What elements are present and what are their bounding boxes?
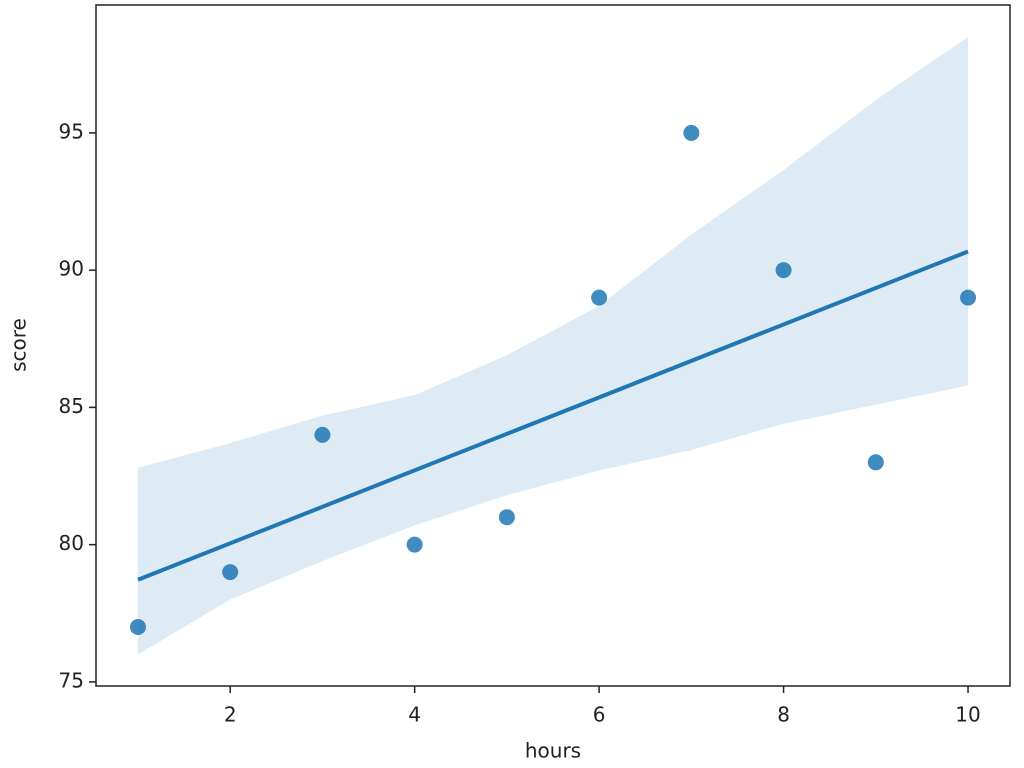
y-tick-label: 75 — [59, 668, 84, 692]
x-tick-label: 10 — [955, 703, 980, 727]
x-axis-label: hours — [525, 739, 581, 763]
x-tick-label: 2 — [224, 703, 237, 727]
scatter-point — [867, 454, 884, 471]
scatter-point — [314, 426, 331, 443]
scatter-point — [775, 262, 792, 279]
y-tick-label: 95 — [59, 119, 84, 143]
scatter-point — [960, 289, 977, 306]
confidence-band — [137, 36, 969, 655]
y-tick-label: 85 — [59, 394, 84, 418]
scatter-point — [591, 289, 608, 306]
x-tick-label: 4 — [408, 703, 421, 727]
regression-line — [137, 249, 969, 582]
scatter-point — [222, 564, 239, 581]
plot-frame — [95, 4, 1011, 687]
x-tick-label: 6 — [593, 703, 606, 727]
scatter-point — [406, 536, 423, 553]
scatter-point — [683, 124, 700, 141]
y-tick-label: 80 — [59, 531, 84, 555]
y-axis-label: score — [7, 318, 31, 372]
scatter-point — [498, 509, 515, 526]
scatter-point — [129, 618, 146, 635]
x-tick-label: 8 — [777, 703, 790, 727]
y-tick-label: 90 — [59, 257, 84, 281]
